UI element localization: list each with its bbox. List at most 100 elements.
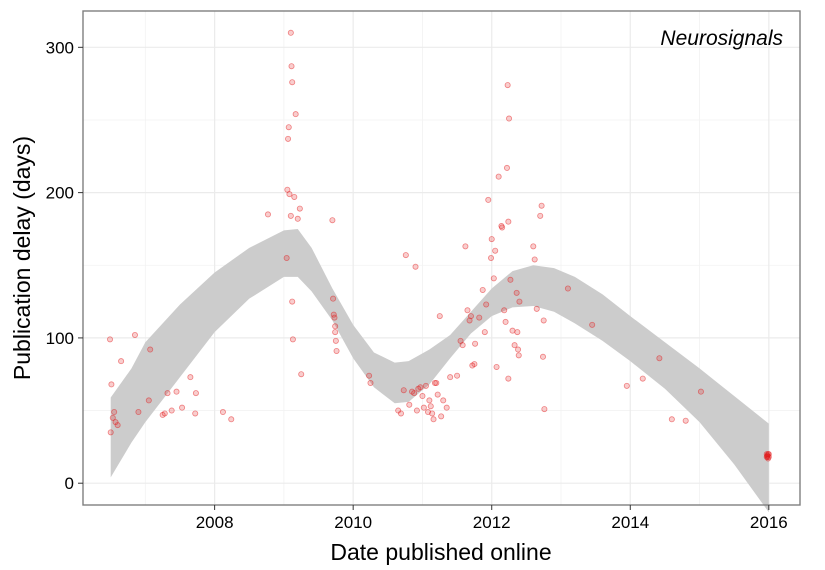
data-point: [298, 371, 305, 378]
data-point: [168, 407, 175, 414]
data-point: [538, 202, 545, 209]
data-point: [505, 218, 512, 225]
data-point: [285, 135, 292, 142]
data-point: [459, 342, 466, 349]
data-point: [164, 390, 171, 397]
data-point: [422, 382, 429, 389]
y-tick-label: 300: [46, 38, 74, 57]
data-point: [289, 298, 296, 305]
data-point: [514, 329, 521, 336]
data-point: [397, 410, 404, 417]
data-point: [697, 388, 704, 395]
data-point: [507, 276, 514, 283]
data-point: [479, 286, 486, 293]
x-tick-label: 2012: [473, 513, 511, 532]
data-point: [502, 318, 509, 325]
data-point: [513, 289, 520, 296]
data-point: [411, 390, 418, 397]
data-point: [179, 404, 186, 411]
data-point: [283, 254, 290, 261]
data-point: [187, 374, 194, 381]
data-point: [434, 391, 441, 398]
data-point: [406, 401, 413, 408]
data-point: [147, 346, 154, 353]
x-tick-label: 2016: [750, 513, 788, 532]
data-point: [296, 205, 303, 212]
data-point: [539, 353, 546, 360]
data-point: [173, 388, 180, 395]
x-tick-label: 2014: [611, 513, 649, 532]
data-point: [485, 196, 492, 203]
confidence-band: [110, 228, 769, 513]
data-point: [540, 317, 547, 324]
data-point: [288, 63, 295, 70]
data-point: [492, 247, 499, 254]
plot-panel: [83, 11, 800, 505]
data-point: [530, 243, 537, 250]
data-point: [192, 410, 199, 417]
data-point: [505, 375, 512, 382]
data-point: [454, 372, 461, 379]
y-axis-ticks: 0 100 200 300: [46, 38, 83, 493]
x-tick-label: 2010: [334, 513, 372, 532]
data-point: [402, 252, 409, 259]
data-point: [483, 301, 490, 308]
annotation-text: Neurosignals: [660, 27, 783, 50]
data-point: [287, 212, 294, 219]
data-point: [515, 346, 522, 353]
x-axis-ticks: 2008 2010 2012 2014 2016: [196, 505, 788, 532]
data-point: [537, 212, 544, 219]
data-point: [420, 404, 427, 411]
data-point: [332, 337, 339, 344]
data-point: [476, 314, 483, 321]
data-point: [329, 217, 336, 224]
data-point: [440, 397, 447, 404]
data-point: [481, 329, 488, 336]
data-point: [289, 336, 296, 343]
data-point: [118, 358, 125, 365]
data-point: [503, 164, 510, 171]
minor-gridlines: [83, 11, 800, 505]
data-point: [501, 307, 508, 314]
data-point: [516, 298, 523, 305]
data-point: [541, 406, 548, 413]
data-point: [427, 403, 434, 410]
data-point: [656, 355, 663, 362]
data-point: [430, 416, 437, 423]
data-point: [462, 243, 469, 250]
data-point: [333, 347, 340, 354]
data-point: [330, 295, 337, 302]
data-point: [499, 224, 506, 231]
data-point: [589, 321, 596, 328]
data-point: [623, 382, 630, 389]
data-point: [531, 256, 538, 263]
data-point: [289, 79, 296, 86]
x-tick-label: 2008: [196, 513, 234, 532]
data-point: [682, 417, 689, 424]
data-point: [108, 381, 115, 388]
y-tick-label: 100: [46, 329, 74, 348]
data-point: [135, 409, 142, 416]
data-point: [490, 275, 497, 282]
data-point: [264, 211, 271, 218]
data-point: [668, 416, 675, 423]
data-point: [131, 332, 138, 339]
data-point: [438, 413, 445, 420]
data-point: [764, 452, 771, 459]
data-point: [515, 352, 522, 359]
data-point: [107, 429, 114, 436]
y-tick-label: 0: [65, 474, 74, 493]
data-point: [464, 307, 471, 314]
data-point: [292, 111, 299, 118]
data-point: [467, 313, 474, 320]
data-point: [639, 375, 646, 382]
data-point: [332, 323, 339, 330]
plot-border: [82, 10, 801, 506]
data-point: [291, 193, 298, 200]
y-axis-title: Publication delay (days): [9, 136, 35, 380]
data-point: [504, 82, 511, 89]
data-point: [506, 115, 513, 122]
data-point: [509, 327, 516, 334]
data-point: [495, 173, 502, 180]
